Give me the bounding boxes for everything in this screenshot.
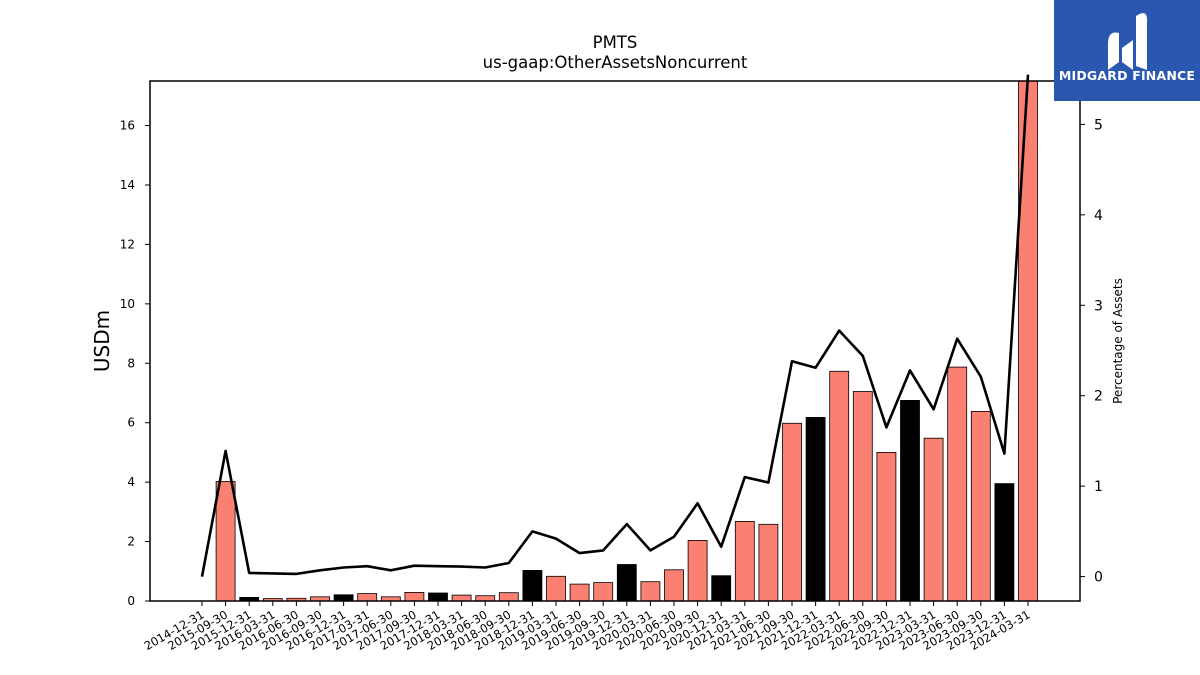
percentage-line	[200, 74, 1030, 577]
bar-2023-12-31	[994, 483, 1015, 602]
left-axis-ticks: 0 2 4 6 8 10 12 14 16	[120, 119, 150, 608]
left-tick-label: 12	[120, 237, 135, 251]
right-tick-label: 5	[1094, 117, 1103, 133]
bars-group	[215, 80, 1038, 602]
bar-2022-06-30	[852, 391, 873, 602]
bar-2019-12-31	[616, 564, 637, 602]
right-axis-ticks: 0 1 2 3 4 5	[1080, 117, 1103, 586]
bar-2016-12-31	[333, 594, 354, 602]
left-tick-label: 0	[127, 594, 135, 608]
chart-title: PMTS	[593, 33, 638, 52]
x-axis-ticks: 2014-12-312015-09-302015-12-312016-03-31…	[142, 601, 1033, 653]
left-tick-label: 16	[120, 119, 135, 133]
bar-2019-03-31	[546, 575, 566, 602]
left-tick-label: 2	[127, 535, 135, 549]
bar-2021-09-30	[782, 422, 802, 602]
bar-2018-06-30	[475, 595, 496, 602]
right-tick-label: 3	[1094, 298, 1103, 314]
y-axis-right-label: Percentage of Assets	[1111, 278, 1125, 404]
left-tick-label: 6	[127, 416, 135, 430]
y-axis-left-label: USDm	[90, 310, 114, 372]
bar-2019-09-30	[593, 582, 614, 602]
bar-2022-03-31	[829, 370, 850, 602]
bar-2020-03-31	[640, 581, 661, 602]
right-tick-label: 0	[1094, 570, 1103, 586]
bar-2020-06-30	[664, 569, 684, 602]
plot-frame	[149, 80, 1081, 602]
bar-2023-06-30	[947, 366, 968, 602]
left-tick-label: 4	[127, 475, 135, 489]
bar-2024-03-31	[1018, 80, 1038, 602]
bar-2022-12-31	[900, 399, 920, 602]
line-group	[200, 74, 1030, 577]
right-tick-label: 4	[1094, 208, 1103, 224]
bar-2022-09-30	[876, 451, 897, 602]
left-tick-label: 8	[127, 356, 135, 370]
bar-2018-09-30	[498, 592, 519, 602]
bar-2017-03-31	[357, 593, 378, 602]
right-tick-label: 1	[1094, 479, 1103, 495]
bar-2021-12-31	[805, 416, 826, 602]
brand-logo: MIDGARD FINANCE	[1054, 0, 1200, 101]
bar-2019-06-30	[569, 583, 590, 602]
bar-2018-12-31	[522, 570, 543, 602]
right-tick-label: 2	[1094, 389, 1103, 405]
bar-2021-03-31	[734, 521, 755, 602]
bar-2021-06-30	[758, 523, 779, 602]
chart-subtitle: us-gaap:OtherAssetsNoncurrent	[483, 53, 748, 72]
left-tick-label: 10	[120, 297, 135, 311]
bar-2015-09-30	[215, 481, 236, 602]
bar-2018-03-31	[451, 594, 472, 602]
bar-2023-03-31	[923, 437, 944, 602]
bar-2017-12-31	[428, 592, 448, 602]
logo-text: MIDGARD FINANCE	[1058, 68, 1196, 83]
bar-2020-12-31	[711, 575, 732, 602]
bar-2017-09-30	[404, 592, 425, 602]
stylized-m-icon	[1108, 13, 1148, 71]
bar-2023-09-30	[970, 410, 991, 602]
bar-2020-09-30	[687, 540, 708, 602]
left-tick-label: 14	[120, 178, 135, 192]
